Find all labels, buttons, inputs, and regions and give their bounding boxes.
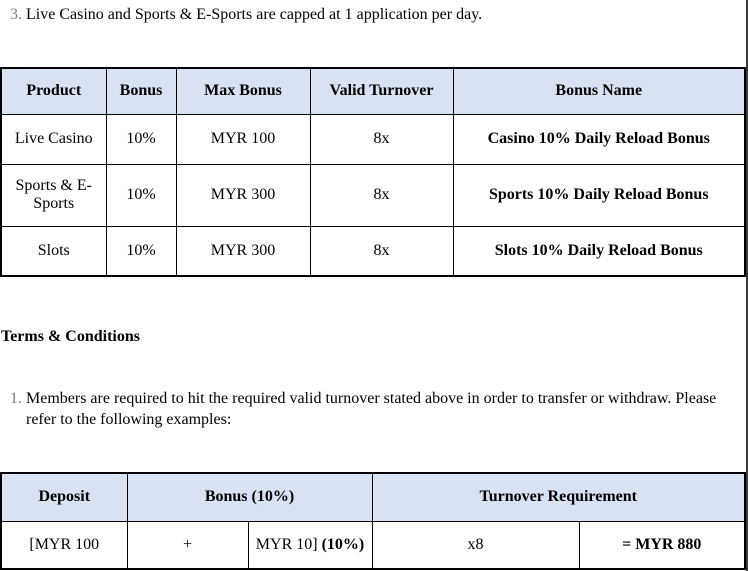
cell-bonus-amount: MYR 10] (10%) — [247, 520, 373, 570]
turnover-example-table: Deposit Bonus (10%) Turnover Requirement… — [0, 472, 746, 570]
header-bonus: Bonus — [105, 67, 177, 115]
cell-max-bonus: MYR 300 — [175, 225, 311, 277]
cell-bonus: 10% — [105, 113, 177, 165]
cell-product: Live Casino — [0, 113, 107, 165]
cell-total: = MYR 880 — [578, 520, 746, 570]
example-table-row: [MYR 100 + MYR 10] (10%) x8 = MYR 880 — [0, 520, 746, 570]
cell-deposit: [MYR 100 — [0, 520, 128, 570]
bonus-table-header-row: Product Bonus Max Bonus Valid Turnover B… — [0, 67, 746, 115]
capped-note-text: Live Casino and Sports & E-Sports are ca… — [26, 6, 483, 23]
header-product: Product — [0, 67, 107, 115]
header-deposit: Deposit — [0, 472, 128, 522]
cell-bonus: 10% — [105, 163, 177, 227]
example-table-header-row: Deposit Bonus (10%) Turnover Requirement — [0, 472, 746, 522]
cell-bonus: 10% — [105, 225, 177, 277]
bonus-table: Product Bonus Max Bonus Valid Turnover B… — [0, 67, 746, 277]
cell-bonus-name: Casino 10% Daily Reload Bonus — [452, 113, 746, 165]
terms-item-1: 1. Members are required to hit the requi… — [0, 388, 746, 430]
table-row: Slots 10% MYR 300 8x Slots 10% Daily Rel… — [0, 225, 746, 277]
cell-bonus-name: Sports 10% Daily Reload Bonus — [452, 163, 746, 227]
terms-item-number: 1. — [10, 390, 22, 407]
header-valid-turnover: Valid Turnover — [309, 67, 454, 115]
cell-max-bonus: MYR 300 — [175, 163, 311, 227]
capped-note-item: 3. Live Casino and Sports & E-Sports are… — [0, 4, 746, 25]
header-turnover-requirement: Turnover Requirement — [371, 472, 746, 522]
cell-valid-turnover: 8x — [309, 163, 454, 227]
table-row: Sports & E-Sports 10% MYR 300 8x Sports … — [0, 163, 746, 227]
cell-plus: + — [126, 520, 249, 570]
bonus-percentage-value: (10%) — [321, 535, 365, 553]
cell-max-bonus: MYR 100 — [175, 113, 311, 165]
capped-note-number: 3. — [10, 6, 22, 23]
terms-and-conditions-heading: Terms & Conditions — [1, 328, 140, 345]
cell-product: Sports & E-Sports — [0, 163, 107, 227]
cell-bonus-name: Slots 10% Daily Reload Bonus — [452, 225, 746, 277]
cell-valid-turnover: 8x — [309, 225, 454, 277]
cell-product: Slots — [0, 225, 107, 277]
header-bonus-name: Bonus Name — [452, 67, 746, 115]
header-max-bonus: Max Bonus — [175, 67, 311, 115]
header-bonus-10pct: Bonus (10%) — [126, 472, 373, 522]
table-row: Live Casino 10% MYR 100 8x Casino 10% Da… — [0, 113, 746, 165]
cell-multiplier: x8 — [371, 520, 580, 570]
cell-valid-turnover: 8x — [309, 113, 454, 165]
bonus-amount-value: MYR 10] — [255, 535, 318, 553]
terms-item-text: Members are required to hit the required… — [26, 390, 717, 428]
